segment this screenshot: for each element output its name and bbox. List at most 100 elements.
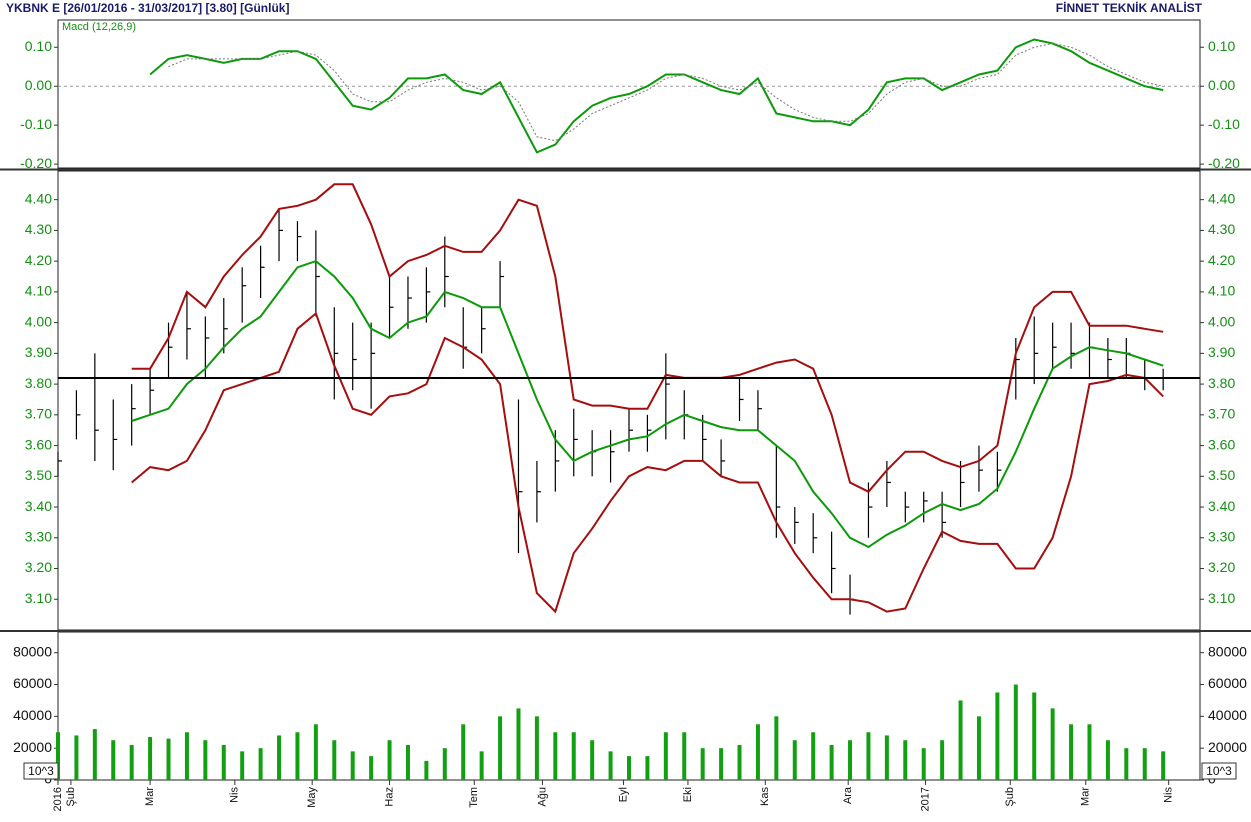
y-tick-label: 3.30	[1208, 528, 1235, 544]
y-tick-label: -0.20	[20, 155, 52, 171]
volume-bar	[1069, 724, 1074, 780]
y-tick-label: 3.10	[25, 590, 52, 606]
y-tick-label: 40000	[13, 707, 52, 723]
y-tick-label: 3.20	[1208, 559, 1235, 575]
series-line	[131, 311, 1164, 614]
y-tick-label: 3.70	[25, 406, 52, 422]
header-brand: FİNNET TEKNİK ANALİST	[1056, 0, 1203, 15]
y-tick-label: 4.00	[1208, 313, 1235, 329]
series-line	[131, 259, 1164, 549]
volume-bar	[1087, 724, 1092, 780]
volume-bar	[719, 748, 724, 780]
volume-bar	[1105, 740, 1110, 780]
y-tick-label: 40000	[1208, 707, 1247, 723]
x-tick-label: Eki	[682, 787, 694, 802]
volume-bar	[129, 744, 134, 780]
volume-bar	[1050, 708, 1055, 780]
y-tick-label: -0.10	[20, 116, 52, 132]
volume-bar	[608, 751, 613, 780]
volume-bar	[903, 740, 908, 780]
volume-bar	[313, 724, 318, 780]
y-tick-label: 3.50	[25, 467, 52, 483]
volume-bar	[166, 738, 171, 780]
y-tick-label: 3.90	[25, 344, 52, 360]
x-tick-label: Ara	[842, 786, 854, 804]
volume-bar	[424, 760, 429, 780]
volume-bar	[995, 692, 1000, 780]
x-tick-label: Nis	[1163, 787, 1175, 803]
y-tick-label: 3.60	[25, 436, 52, 452]
macd-frame	[57, 19, 1201, 169]
volume-bar	[627, 756, 631, 780]
y-tick-label: -0.10	[1208, 116, 1240, 132]
volume-bar	[387, 740, 392, 780]
volume-bar	[866, 732, 871, 780]
volume-bar	[203, 740, 208, 780]
y-tick-label: 4.40	[25, 190, 52, 206]
y-tick-label: 3.80	[25, 375, 52, 391]
series-line	[149, 38, 1164, 154]
unit-box	[23, 762, 59, 780]
y-tick-label: 4.30	[1208, 221, 1235, 237]
y-tick-label: 4.40	[1208, 190, 1235, 206]
y-tick-label: -0.20	[1208, 155, 1240, 171]
x-tick-label: 2016	[52, 787, 64, 811]
volume-bar	[792, 740, 797, 780]
volume-bar	[774, 716, 779, 780]
y-tick-label: 4.10	[1208, 283, 1235, 299]
volume-bar	[461, 724, 466, 780]
volume-bar	[553, 732, 558, 780]
x-tick-label: Ağu	[536, 787, 548, 807]
volume-bar	[1124, 748, 1129, 780]
x-tick-label: Eyl	[617, 787, 629, 802]
volume-bar	[1032, 692, 1037, 780]
volume-bar	[1161, 751, 1166, 780]
y-tick-label: 60000	[13, 675, 52, 691]
y-tick-label: 4.20	[1208, 252, 1235, 268]
macd-title: Macd (12,26,9)	[62, 21, 136, 33]
volume-bar	[1013, 684, 1018, 780]
x-tick-label: Mar	[1080, 787, 1092, 806]
unit-label: 10^3	[1206, 764, 1232, 778]
y-tick-label: 0.00	[25, 77, 52, 93]
volume-bar	[884, 735, 889, 780]
volume-bar	[829, 744, 834, 780]
y-tick-label: 3.20	[25, 559, 52, 575]
x-tick-label: Şub	[65, 787, 77, 807]
volume-bar	[479, 751, 484, 780]
y-tick-label: 4.10	[25, 283, 52, 299]
unit-label: 10^3	[28, 764, 54, 778]
volume-bar	[663, 732, 668, 780]
volume-bar	[405, 744, 410, 780]
series-line	[131, 183, 1164, 493]
volume-bar	[369, 756, 374, 780]
volume-bar	[755, 724, 760, 780]
volume-bar	[737, 744, 742, 780]
y-tick-label: 3.40	[1208, 498, 1235, 514]
volume-bar	[811, 732, 816, 780]
x-tick-label: May	[306, 787, 318, 808]
volume-bar	[498, 716, 503, 780]
y-tick-label: 0.10	[25, 38, 52, 54]
volume-bar	[240, 751, 245, 780]
volume-bar	[92, 729, 97, 780]
volume-bar	[258, 748, 263, 780]
y-tick-label: 80000	[13, 643, 52, 659]
y-tick-label: 3.90	[1208, 344, 1235, 360]
y-tick-label: 3.70	[1208, 406, 1235, 422]
y-tick-label: 3.30	[25, 528, 52, 544]
volume-bar	[74, 735, 79, 780]
volume-bar	[700, 748, 705, 780]
volume-bar	[332, 740, 337, 780]
volume-bar	[56, 732, 60, 780]
volume-bar	[1142, 748, 1147, 780]
volume-bar	[111, 740, 116, 780]
y-tick-label: 80000	[1208, 643, 1247, 659]
x-tick-label: Kas	[759, 787, 771, 806]
volume-bar	[848, 740, 853, 780]
unit-box	[1201, 762, 1237, 780]
volume-bar	[976, 716, 981, 780]
y-tick-label: 3.10	[1208, 590, 1235, 606]
